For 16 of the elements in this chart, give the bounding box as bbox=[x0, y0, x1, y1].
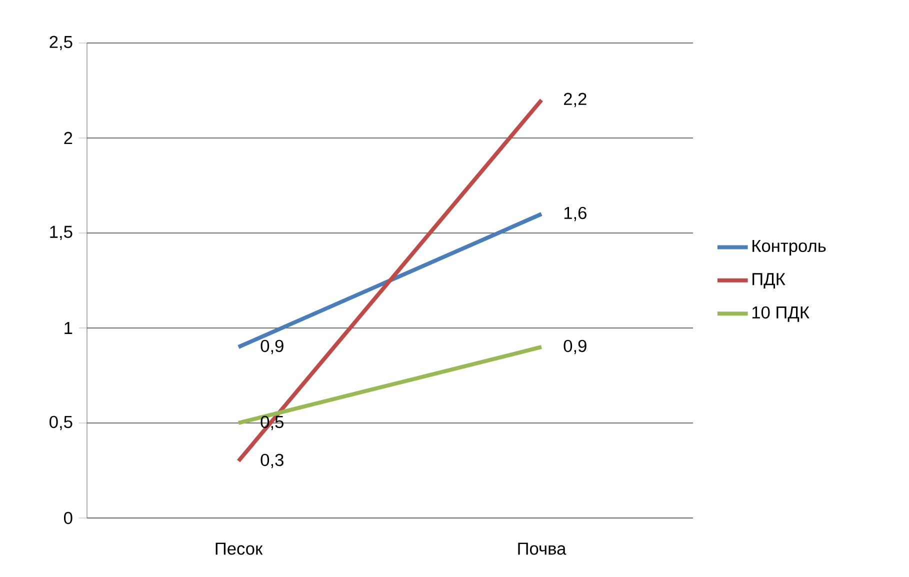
data-label: 0,9 bbox=[260, 340, 284, 354]
y-tick-label: 1,5 bbox=[50, 226, 72, 240]
x-tick-label: Почва bbox=[518, 542, 566, 555]
legend-label: Контроль bbox=[752, 240, 826, 256]
legend-label: ПДК bbox=[752, 273, 786, 289]
data-label: 0,9 bbox=[564, 340, 586, 354]
legend-label: 10 ПДК bbox=[752, 306, 810, 322]
data-label: 1,6 bbox=[564, 206, 586, 222]
y-tick-label: 2 bbox=[64, 132, 72, 144]
y-tick-label: 0,5 bbox=[50, 416, 72, 430]
data-label: 2,2 bbox=[564, 92, 586, 108]
y-tick-label: 0 bbox=[64, 512, 72, 524]
data-label: 0,3 bbox=[260, 454, 284, 468]
y-tick-label: 1 bbox=[64, 322, 72, 334]
y-tick-label: 2,5 bbox=[50, 36, 72, 50]
x-tick-label: Песок bbox=[216, 542, 263, 555]
